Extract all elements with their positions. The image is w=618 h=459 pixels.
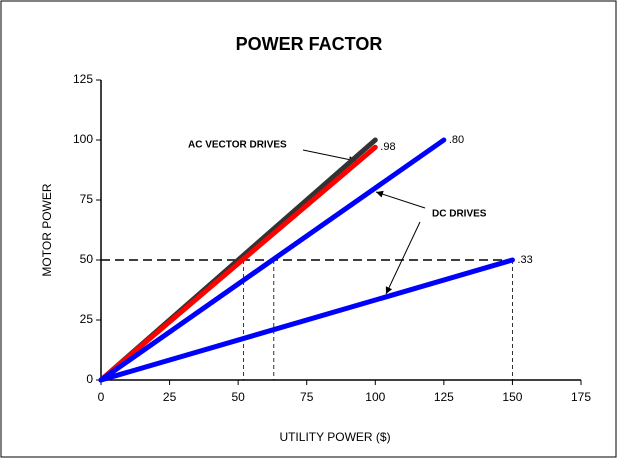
annotation: DC DRIVES	[432, 209, 487, 220]
x-tick-label: 50	[231, 390, 245, 404]
line	[98, 137, 447, 383]
x-tick-label: 100	[365, 390, 385, 404]
x-tick-label: 150	[502, 390, 522, 404]
y-tick-label: 0	[86, 372, 93, 386]
annotation: AC VECTOR DRIVES	[188, 140, 287, 151]
line	[98, 144, 378, 383]
x-tick-label: 75	[300, 390, 314, 404]
x-tick-label: 175	[571, 390, 591, 404]
arrow	[302, 149, 357, 164]
y-tick-label: 50	[80, 252, 94, 266]
point-label: .33	[517, 254, 532, 266]
x-tick-label: 0	[98, 390, 105, 404]
y-axis-label: MOTOR POWER	[40, 183, 54, 276]
y-tick-label: 100	[73, 132, 93, 146]
point-label: .80	[449, 134, 464, 146]
point-label: .98	[380, 141, 395, 153]
x-tick-label: 25	[163, 390, 177, 404]
y-tick-label: 25	[80, 312, 94, 326]
y-tick-label: 125	[73, 72, 93, 86]
chart-title: POWER FACTOR	[236, 34, 383, 54]
line	[98, 257, 515, 383]
x-tick-label: 125	[434, 390, 454, 404]
x-axis-label: UTILITY POWER ($)	[279, 430, 390, 444]
arrow	[385, 221, 421, 295]
y-tick-label: 75	[80, 192, 94, 206]
arrow	[375, 190, 426, 209]
